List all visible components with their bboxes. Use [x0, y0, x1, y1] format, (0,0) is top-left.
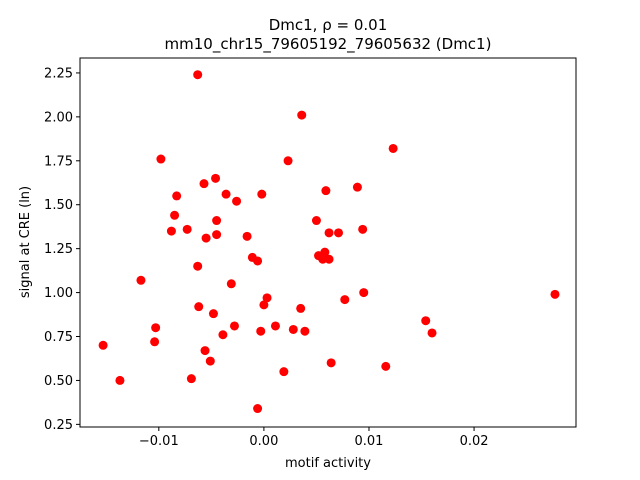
data-point — [340, 295, 350, 305]
data-point — [186, 374, 196, 384]
data-point — [283, 156, 293, 166]
data-point — [194, 302, 204, 312]
data-point — [201, 233, 211, 243]
data-point — [550, 289, 560, 299]
data-point — [182, 224, 192, 234]
data-point — [297, 110, 307, 120]
data-point — [150, 337, 160, 347]
data-point — [226, 279, 236, 289]
y-axis-label: signal at CRE (ln) — [18, 186, 33, 298]
data-point — [318, 254, 328, 264]
data-point — [324, 228, 334, 238]
data-point — [151, 323, 161, 333]
data-point — [232, 196, 242, 206]
data-point — [358, 224, 368, 234]
x-tick-label: 0.01 — [355, 434, 384, 449]
y-tick-label: 0.75 — [44, 330, 73, 345]
data-point — [212, 216, 222, 226]
y-tick-label: 0.25 — [44, 418, 73, 433]
data-point — [300, 326, 310, 336]
data-point — [211, 173, 221, 183]
data-point — [359, 288, 369, 298]
data-point — [311, 216, 321, 226]
data-point — [334, 228, 344, 238]
data-point — [270, 321, 280, 331]
data-point — [324, 254, 334, 264]
data-point — [136, 275, 146, 285]
data-point — [288, 324, 298, 334]
data-point — [326, 358, 336, 368]
x-tick-label: 0.02 — [460, 434, 489, 449]
data-point — [98, 340, 108, 350]
y-tick-label: 0.50 — [44, 374, 73, 389]
data-point — [253, 404, 263, 414]
y-tick-label: 1.25 — [44, 242, 73, 257]
data-point — [253, 256, 263, 266]
data-point — [208, 309, 218, 319]
data-point — [193, 70, 203, 80]
data-points — [98, 70, 560, 414]
data-point — [205, 356, 215, 366]
data-point — [199, 179, 209, 189]
data-point — [166, 226, 176, 236]
data-point — [115, 375, 125, 385]
data-point — [156, 154, 166, 164]
data-point — [200, 346, 210, 356]
y-tick-label: 2.25 — [44, 66, 73, 81]
data-point — [352, 182, 362, 192]
data-point — [193, 261, 203, 271]
data-point — [321, 186, 331, 196]
chart-title-line-2: mm10_chr15_79605192_79605632 (Dmc1) — [165, 35, 492, 54]
data-point — [381, 361, 391, 371]
data-point — [221, 189, 231, 199]
data-point — [242, 231, 252, 241]
data-point — [427, 328, 437, 338]
x-axis-ticks: −0.01 0.00 0.01 0.02 — [139, 427, 489, 449]
x-tick-label: −0.01 — [139, 434, 179, 449]
chart-title-line-1: Dmc1, ρ = 0.01 — [269, 16, 388, 34]
y-tick-label: 1.50 — [44, 198, 73, 213]
x-axis-label: motif activity — [285, 456, 371, 471]
y-tick-label: 1.00 — [44, 286, 73, 301]
y-axis-ticks: 0.25 0.50 0.75 1.00 1.25 1.50 1.75 2.00 2.25 — [44, 66, 80, 433]
data-point — [172, 191, 182, 201]
data-point — [218, 330, 228, 340]
data-point — [296, 303, 306, 313]
data-point — [421, 316, 431, 326]
y-tick-label: 1.75 — [44, 154, 73, 169]
data-point — [170, 210, 180, 220]
data-point — [388, 143, 398, 153]
plot-area-frame — [79, 57, 577, 428]
x-tick-label: 0.00 — [249, 434, 278, 449]
data-point — [229, 321, 239, 331]
data-point — [256, 326, 266, 336]
data-point — [212, 230, 222, 240]
data-point — [257, 189, 267, 199]
data-point — [259, 300, 269, 310]
y-tick-label: 2.00 — [44, 110, 73, 125]
data-point — [279, 367, 289, 377]
data-point — [262, 293, 272, 303]
